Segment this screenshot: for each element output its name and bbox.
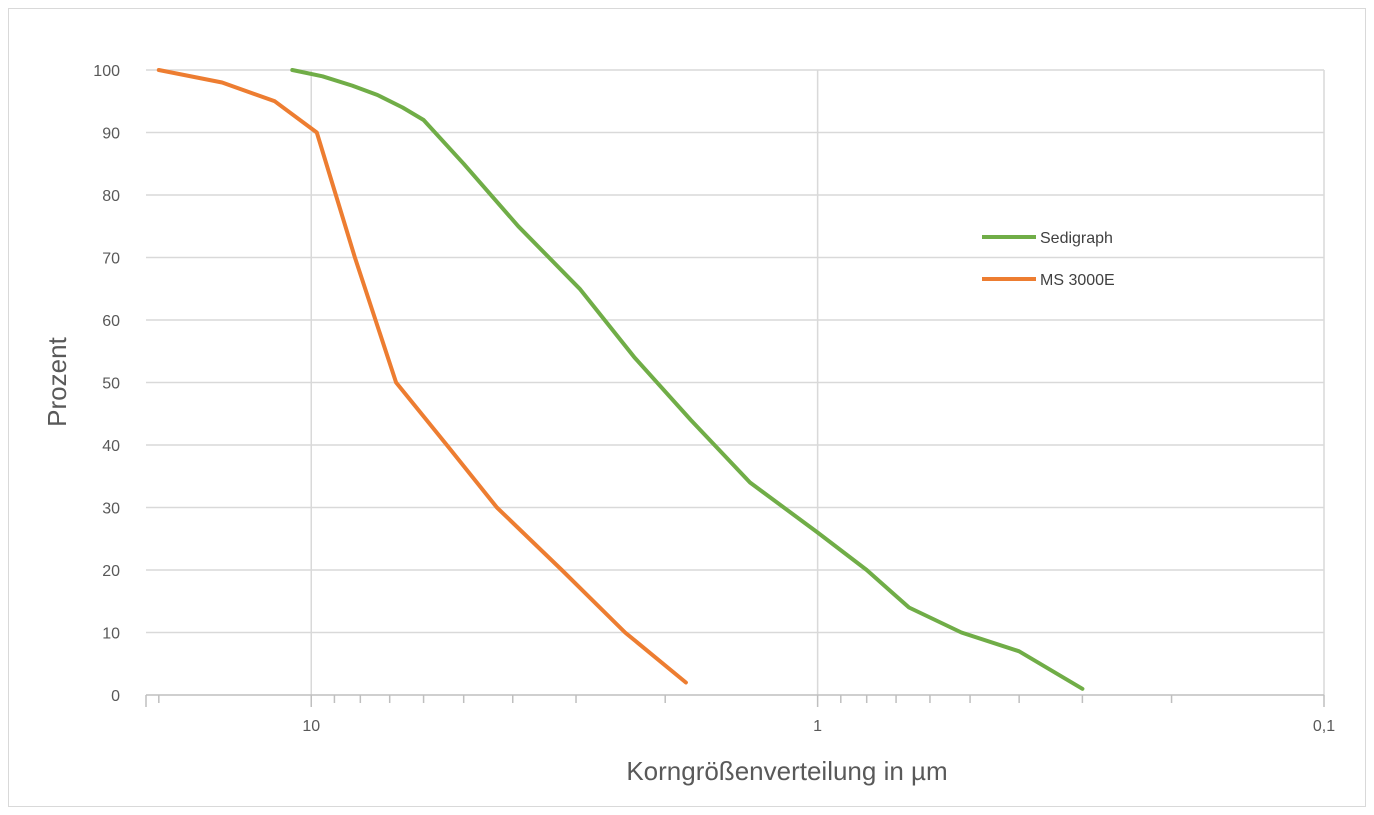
y-tick-label: 60 <box>102 313 120 330</box>
axes <box>145 694 1325 707</box>
x-tick-label: 1 <box>813 718 822 735</box>
y-tick-label: 50 <box>102 376 120 393</box>
legend: Sedigraph MS 3000E <box>982 230 1115 289</box>
y-tick-label: 100 <box>93 63 120 80</box>
x-tick-label: 0,1 <box>1313 718 1335 735</box>
series-line-sedigraph <box>290 68 1085 691</box>
y-tick-label: 0 <box>111 688 120 705</box>
series-lines <box>156 68 1085 691</box>
y-tick-label: 30 <box>102 501 120 518</box>
y-tick-label: 80 <box>102 188 120 205</box>
y-tick-labels: 0 10 20 30 40 50 60 70 80 90 100 <box>93 63 120 705</box>
gridlines <box>146 69 1325 695</box>
legend-label-sedigraph: Sedigraph <box>1040 230 1113 247</box>
y-tick-label: 70 <box>102 251 120 268</box>
chart-frame <box>8 8 1366 807</box>
x-axis-title: Korngrößenverteilung in µm <box>626 756 947 786</box>
x-tick-label: 10 <box>302 718 320 735</box>
x-tick-labels: 10 1 0,1 <box>302 718 1335 735</box>
y-axis-title: Prozent <box>42 336 72 426</box>
y-tick-label: 10 <box>102 626 120 643</box>
series-line-ms-3000e <box>156 68 688 685</box>
y-tick-label: 40 <box>102 438 120 455</box>
y-tick-label: 20 <box>102 563 120 580</box>
y-tick-label: 90 <box>102 126 120 143</box>
legend-label-ms-3000e: MS 3000E <box>1040 272 1115 289</box>
